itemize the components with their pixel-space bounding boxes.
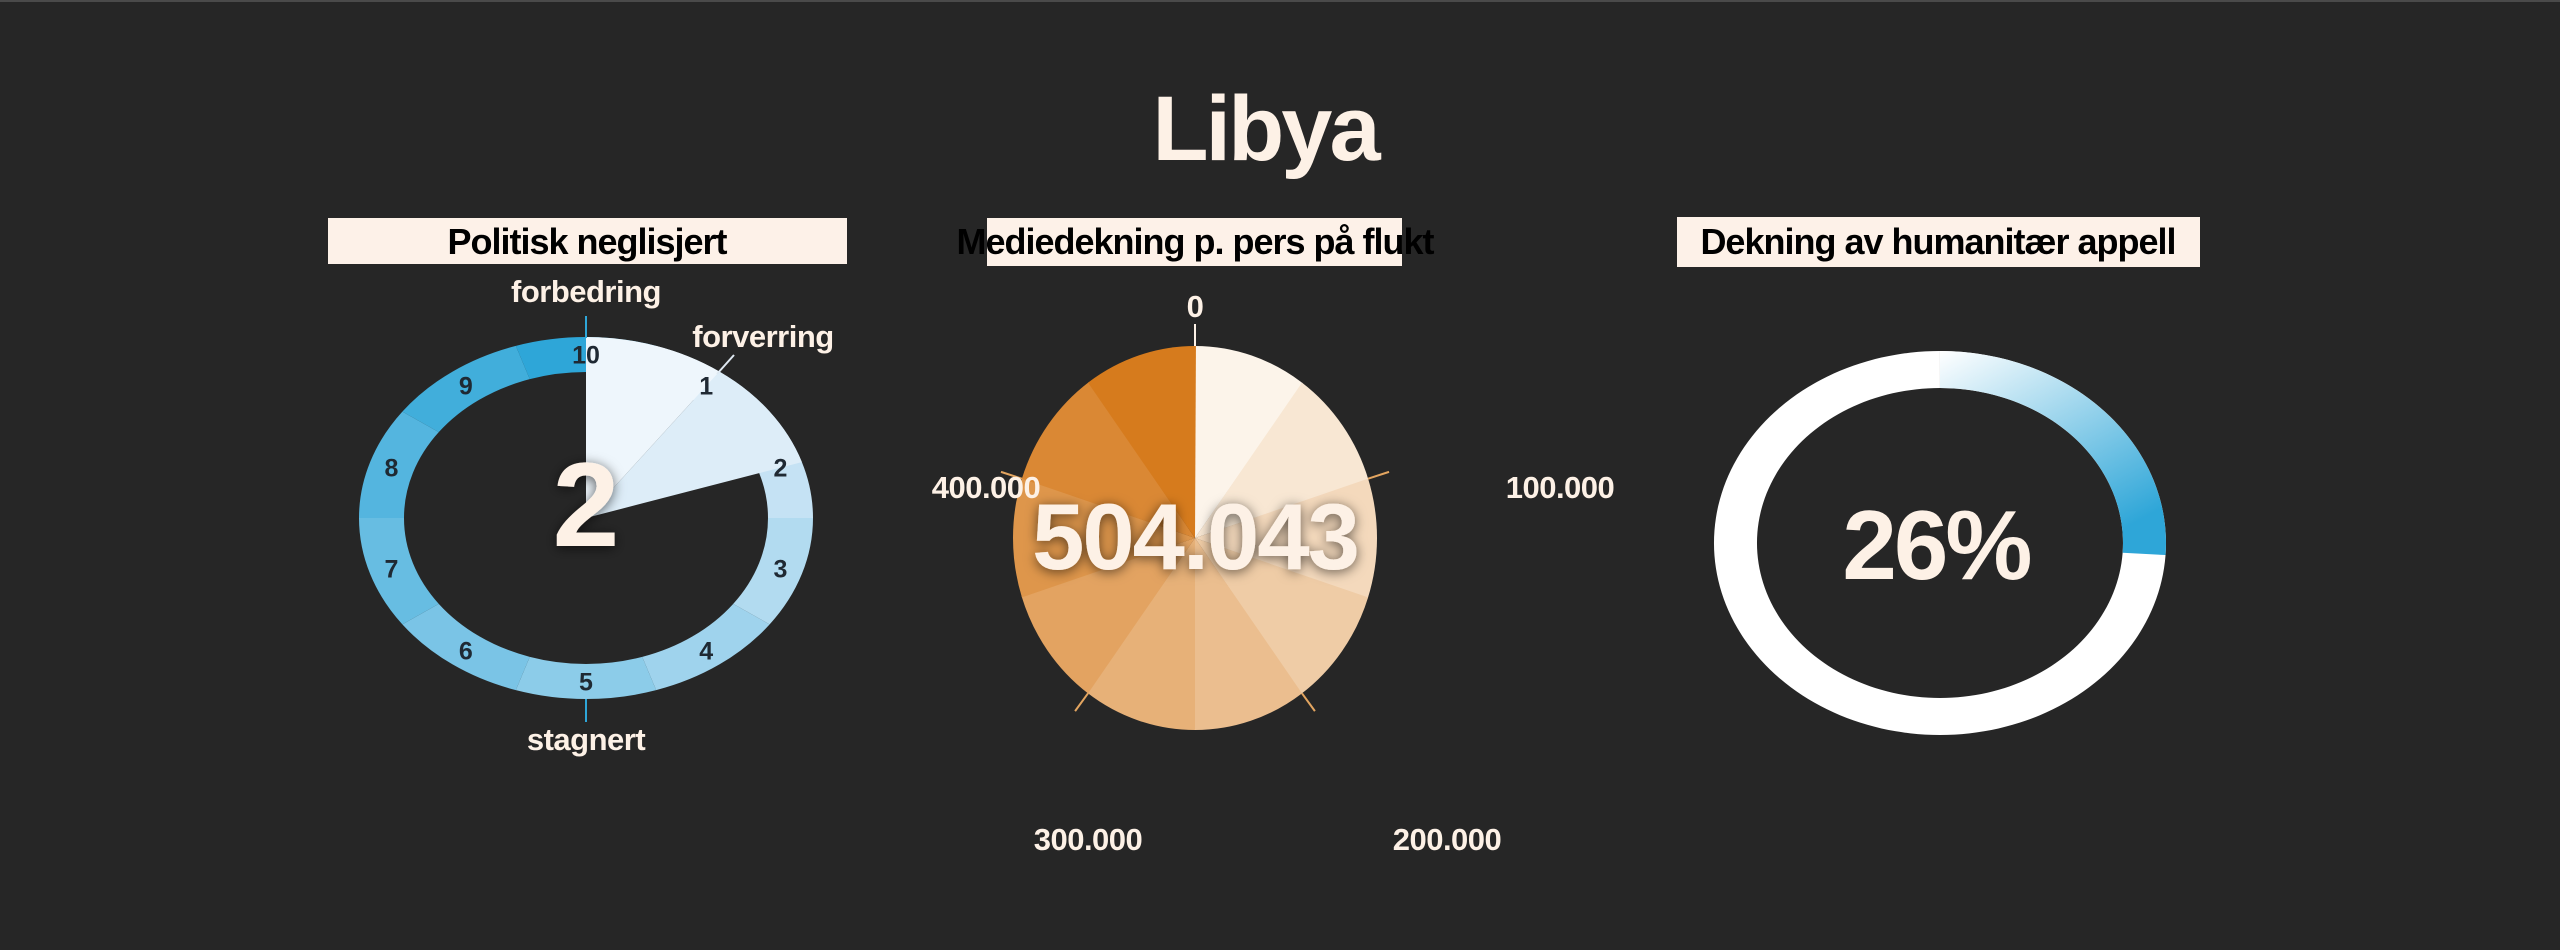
media-coverage-panel: Mediedekning p. pers på flukt 0 100.000 20… [932,218,1615,857]
tick-forverring [716,354,735,375]
political-neglect-panel: Politisk neglisjert 10 1 2 3 4 5 6 7 8 9 forbedri… [328,218,847,757]
pie-slice [1195,478,1377,599]
gauge-tick-label: 10 [572,342,600,370]
gauge-segment-3 [733,518,813,625]
gauge-value-wedge [586,337,720,518]
pie-tick [1000,470,1023,480]
pie-tick [1301,692,1316,712]
gauge-segment-8 [359,411,439,518]
pie-tick-label: 0 [1187,289,1204,324]
gauge-tick-label: 9 [459,373,473,401]
gauge-tick-label: 3 [774,556,788,584]
pie-tick [1074,692,1089,712]
panel-header-bg [987,218,1402,266]
label-forbedring: forbedring [511,274,661,309]
panel-header-bg [328,218,847,264]
pie-slice [1195,346,1303,538]
gauge-segment-6 [402,603,530,691]
pie-tick-label: 300.000 [1034,822,1143,857]
page-title: Libya [1152,78,1381,180]
gauge-segment-5 [515,656,657,700]
panel-header-bg [1677,217,2200,267]
pie-slice [1195,382,1369,538]
media-value: 504.043 [1032,484,1358,589]
gauge-tick-label: 7 [385,556,399,584]
pie-slice [1088,345,1196,538]
gauge-segment-7 [359,518,439,625]
gauge-segment-4 [642,603,770,691]
appeal-coverage-panel: Dekning av humanitær appell 26% [1677,217,2200,736]
pie-slice [1021,538,1195,694]
label-forverring: forverring [692,319,833,354]
appeal-value: 26% [1842,490,2030,600]
gauge-value-wedge [586,371,802,518]
gauge-tick-label: 5 [579,669,593,697]
pie-slice [1013,477,1195,598]
pie-tick-label: 100.000 [1506,470,1615,505]
pie-slice [1194,538,1302,730]
gauge-segment-9 [402,345,530,433]
pie-slice [1087,538,1195,730]
gauge-tick-label: 1 [699,373,713,401]
gauge-tick-label: 6 [459,637,473,665]
pie-tick-label: 200.000 [1393,822,1502,857]
pie-slice [1021,382,1195,538]
pie-tick [1367,470,1390,480]
gauge-tick-label: 4 [699,637,713,665]
pie-slice [1195,538,1369,694]
neglect-value: 2 [553,438,620,572]
gauge-tick-label: 2 [774,454,788,482]
panel-title: Dekning av humanitær appell [1700,221,2175,262]
panel-title: Mediedekning p. pers på flukt [956,221,1434,262]
pie-tick-label: 400.000 [932,470,1041,505]
appeal-progress-arc [1940,351,2166,556]
panel-title: Politisk neglisjert [447,221,727,262]
gauge-tick-label: 8 [385,454,399,482]
appeal-gauge [1713,351,2166,736]
neglect-gauge: 10 1 2 3 4 5 6 7 8 9 [359,337,813,700]
media-pie: 0 100.000 200.000 300.000 400.000 [932,289,1615,857]
label-stagnert: stagnert [527,722,645,757]
